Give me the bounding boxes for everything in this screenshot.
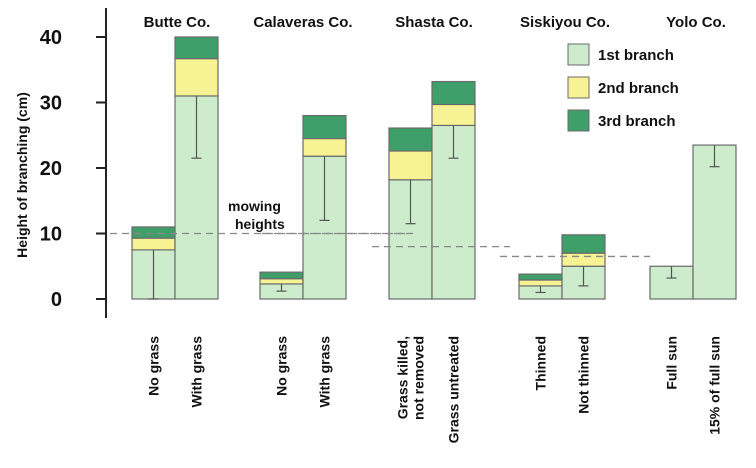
- county-label: Shasta Co.: [395, 14, 473, 31]
- bar-segment: [431, 103, 476, 127]
- category-label: No grass: [146, 336, 162, 396]
- bar-segment: [561, 252, 606, 267]
- y-axis-label: Height of branching (cm): [14, 92, 30, 258]
- labels-layer: mowing heights Butte Co. Calaveras Co. Shast…: [144, 14, 726, 443]
- y-tick-label: 0: [51, 289, 62, 311]
- category-label-line: Grass untreated: [446, 336, 462, 443]
- bar-segment: [174, 36, 219, 60]
- bar-segment: [174, 58, 219, 97]
- bar-segment: [131, 226, 176, 239]
- bar-segment: [388, 150, 433, 181]
- bar-segment: [518, 279, 563, 287]
- legend: 1st branch 2nd branch 3rd branch: [567, 43, 679, 132]
- bar-segment: [388, 127, 433, 152]
- county-label: Butte Co.: [144, 14, 211, 31]
- category-label: Grass killed, not removed: [395, 336, 427, 420]
- legend-label: 3rd branch: [598, 113, 676, 130]
- category-label: Thinned: [533, 336, 549, 390]
- bar-segment: [302, 114, 347, 140]
- y-tick-label: 20: [40, 158, 62, 180]
- legend-swatch: [567, 76, 590, 99]
- category-label: Grass untreated: [446, 336, 462, 443]
- bar-segment: [259, 278, 304, 285]
- bar-segment: [131, 237, 176, 251]
- category-label: With grass: [317, 336, 333, 408]
- category-label-line: Thinned: [533, 336, 549, 390]
- category-label: With grass: [189, 336, 205, 408]
- bar-segment: [302, 137, 347, 157]
- category-label: Not thinned: [576, 336, 592, 414]
- county-label: Siskiyou Co.: [520, 14, 610, 31]
- bar-segment: [692, 144, 737, 300]
- county-label: Yolo Co.: [666, 14, 726, 31]
- category-label-line: No grass: [274, 336, 290, 396]
- legend-swatch: [567, 43, 590, 66]
- category-label: No grass: [274, 336, 290, 396]
- bars-layer: [110, 36, 737, 300]
- legend-label: 1st branch: [598, 47, 674, 64]
- bar-segment: [561, 234, 606, 254]
- annotation-heights: heights: [235, 216, 285, 232]
- bar-segment: [518, 273, 563, 281]
- category-label-line: No grass: [146, 336, 162, 396]
- legend-label: 2nd branch: [598, 80, 679, 97]
- county-label: Calaveras Co.: [253, 14, 352, 31]
- bar-segment: [259, 271, 304, 280]
- category-label-line: Not thinned: [576, 336, 592, 414]
- category-label-line: Full sun: [664, 336, 680, 390]
- category-label-line: With grass: [317, 336, 333, 408]
- legend-swatch: [567, 109, 590, 132]
- category-label: 15% of full sun: [707, 336, 723, 435]
- category-label-line: With grass: [189, 336, 205, 408]
- category-label-line: not removed: [411, 336, 427, 420]
- annotation-mowing: mowing: [228, 198, 281, 214]
- category-label: Full sun: [664, 336, 680, 390]
- y-tick-label: 10: [40, 224, 62, 246]
- y-axis: 0 10 20 30 40 Height of branching (cm): [14, 8, 107, 318]
- category-label-line: 15% of full sun: [707, 336, 723, 435]
- y-tick-label: 30: [40, 93, 62, 115]
- bar-segment: [431, 80, 476, 106]
- y-tick-label: 40: [40, 27, 62, 49]
- category-label-line: Grass killed,: [395, 336, 411, 419]
